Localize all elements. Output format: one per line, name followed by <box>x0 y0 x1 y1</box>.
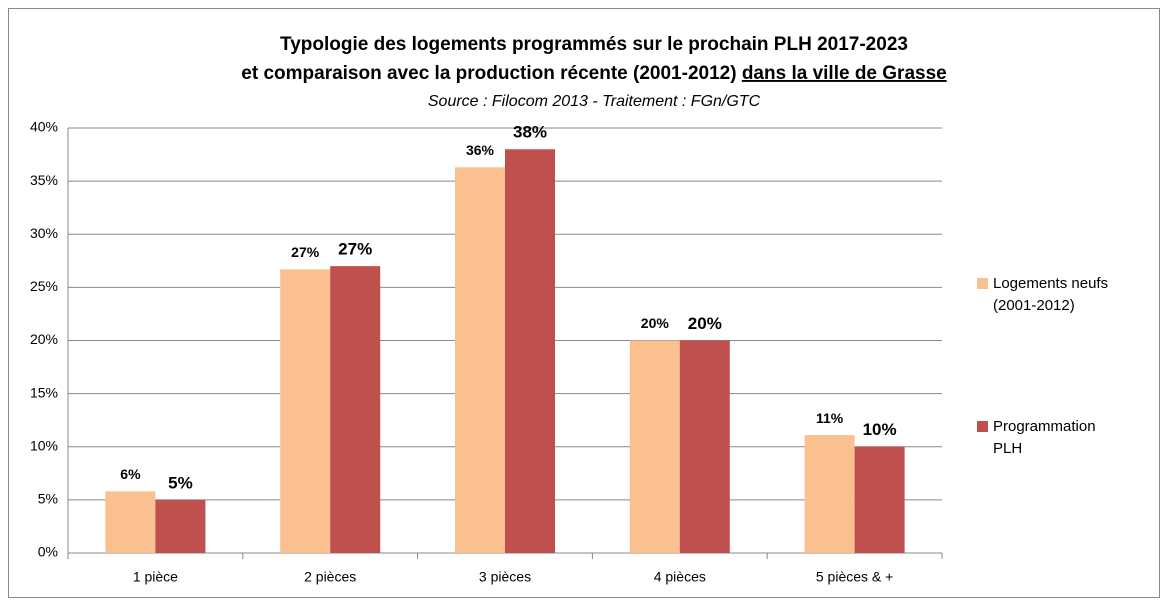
value-label: 20% <box>688 314 722 333</box>
bar <box>455 167 505 553</box>
x-tick-label: 2 pièces <box>304 569 356 585</box>
bar <box>105 491 156 553</box>
bar <box>854 446 905 553</box>
bar <box>155 499 206 553</box>
x-tick-label: 4 pièces <box>654 569 706 585</box>
value-label: 10% <box>863 420 897 439</box>
y-tick-label: 35% <box>30 172 58 188</box>
bar <box>330 266 381 553</box>
y-tick-label: 40% <box>30 119 58 135</box>
y-tick-label: 10% <box>30 437 58 453</box>
x-tick-label: 5 pièces & + <box>816 569 893 585</box>
bar <box>679 340 730 553</box>
legend-swatch <box>977 421 988 432</box>
y-tick-label: 30% <box>30 225 58 241</box>
value-label: 20% <box>641 315 670 331</box>
value-label: 5% <box>168 473 193 492</box>
y-tick-label: 5% <box>38 491 58 507</box>
value-label: 38% <box>513 123 547 142</box>
value-label: 36% <box>466 142 495 158</box>
x-tick-label: 1 pièce <box>133 569 178 585</box>
bar <box>804 435 855 553</box>
y-tick-label: 25% <box>30 278 58 294</box>
chart-border <box>8 8 1160 598</box>
chart-title: Typologie des logements programmés sur l… <box>280 34 908 55</box>
value-label: 27% <box>291 244 320 260</box>
legend-swatch <box>977 278 988 289</box>
chart-subtitle: Source : Filocom 2013 - Traitement : FGn… <box>428 93 761 110</box>
bar <box>505 149 555 553</box>
value-label: 6% <box>120 466 141 482</box>
x-tick-label: 3 pièces <box>479 569 531 585</box>
bar <box>629 340 680 553</box>
legend-label: Logements neufs (2001-2012) <box>993 275 1109 314</box>
y-tick-label: 0% <box>38 544 58 560</box>
title-underlined: dans la ville de Grasse <box>742 63 947 84</box>
value-label: 27% <box>338 240 372 259</box>
title-line: et comparaison avec la production récent… <box>241 63 736 84</box>
bar <box>280 269 331 553</box>
legend-label: Programmation PLH <box>993 418 1096 457</box>
y-tick-label: 20% <box>30 331 58 347</box>
value-label: 11% <box>816 410 844 426</box>
chart-title: et comparaison avec la production récent… <box>241 63 946 84</box>
y-tick-label: 15% <box>30 384 58 400</box>
